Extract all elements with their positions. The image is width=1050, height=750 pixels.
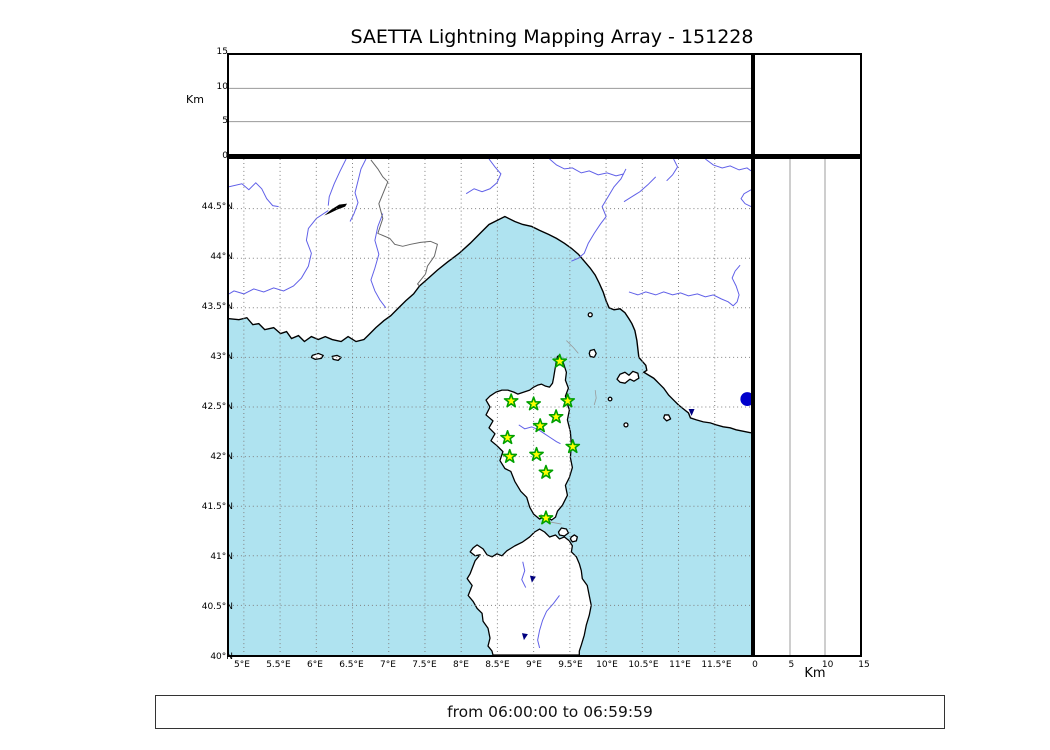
- separator-vertical: [751, 53, 755, 657]
- lat-tick-label: 42.5°N: [201, 402, 233, 412]
- lat-tick-label: 43.5°N: [201, 302, 233, 312]
- lon-tick-label: 6.5°E: [339, 660, 364, 670]
- islands: [310, 312, 672, 655]
- lat-tick-label: 43°N: [210, 352, 233, 362]
- river: [740, 189, 751, 208]
- alt-tick-label-right: 5: [788, 660, 795, 670]
- lat-tick-label: 44.5°N: [201, 202, 233, 212]
- altitude-unit-label-top: Km: [186, 93, 204, 106]
- river: [549, 159, 625, 177]
- lat-tick-label: 41.5°N: [201, 502, 233, 512]
- lon-tick-label: 9.5°E: [558, 660, 583, 670]
- lat-tick-label: 40.5°N: [201, 602, 233, 612]
- lon-tick-label: 7°E: [379, 660, 396, 670]
- city-circle-marker: [740, 392, 751, 407]
- lat-tick-label: 44°N: [210, 252, 233, 262]
- lon-tick-label: 5°E: [233, 660, 250, 670]
- giglio-island: [663, 414, 672, 422]
- elba-island: [616, 370, 640, 384]
- alt-tick-label-top: 10: [216, 81, 228, 92]
- altitude-lat-panel: [753, 157, 862, 657]
- lon-tick-label: 5.5°E: [266, 660, 291, 670]
- lon-tick-label: 10°E: [596, 660, 618, 670]
- river: [465, 159, 502, 195]
- river: [370, 213, 387, 309]
- river-arno: [628, 264, 741, 307]
- lon-tick-label: 7.5°E: [412, 660, 437, 670]
- minor-line: [593, 390, 597, 406]
- river: [229, 210, 329, 295]
- river: [349, 159, 367, 222]
- lat-tick-label: 41°N: [210, 552, 233, 562]
- time-range-caption: from 06:00:00 to 06:59:59: [155, 695, 945, 729]
- altitude-unit-label-right: Km: [804, 666, 826, 681]
- river: [229, 182, 279, 208]
- alt-tick-label-right: 0: [752, 660, 758, 670]
- lon-tick-label: 11.5°E: [701, 660, 732, 670]
- river-golo-corsica: [518, 424, 561, 445]
- corner-panel: [753, 53, 862, 157]
- map-canvas: [229, 159, 751, 655]
- lat-tick-label: 42°N: [210, 452, 233, 462]
- hyeres-islands: [310, 352, 342, 362]
- capraia-island: [588, 348, 597, 359]
- river: [571, 168, 627, 262]
- france-italy-border: [370, 159, 438, 287]
- lon-tick-label: 10.5°E: [628, 660, 659, 670]
- alt-tick-label-right: 15: [858, 660, 870, 670]
- figure-title: SAETTA Lightning Mapping Array - 151228: [350, 26, 754, 48]
- montecristo-island: [623, 422, 629, 428]
- alt-tick-label-right: 10: [821, 660, 834, 670]
- map-panel: [227, 157, 753, 657]
- alt-tick-label-top: 0: [222, 151, 228, 161]
- lon-tick-label: 9°E: [525, 660, 542, 670]
- graticule: [229, 159, 751, 655]
- river: [327, 159, 347, 206]
- lake-serre-poncon: [324, 203, 348, 216]
- altitude-lat-gridlines: [789, 159, 826, 655]
- river: [623, 176, 657, 203]
- gorgona-island: [587, 312, 593, 318]
- mainland-coastline: [229, 215, 751, 434]
- coast-marker: [688, 408, 695, 416]
- lon-tick-label: 6°E: [306, 660, 323, 670]
- river: [666, 159, 679, 182]
- minor-line: [566, 340, 579, 354]
- alt-tick-label-top: 15: [216, 47, 228, 57]
- lat-tick-label: 40°N: [210, 652, 233, 662]
- lon-altitude-gridlines: [229, 87, 751, 123]
- river: [521, 561, 527, 588]
- river: [537, 595, 560, 649]
- maddalena-islands: [557, 527, 578, 543]
- alt-tick-label-top: 5: [222, 116, 228, 127]
- sea-area: [229, 216, 751, 655]
- lon-altitude-panel: [227, 53, 753, 157]
- separator-horizontal: [227, 154, 862, 158]
- pianosa-island: [607, 396, 613, 402]
- lon-tick-label: 11°E: [669, 660, 691, 670]
- river: [705, 159, 751, 172]
- lon-tick-label: 8.5°E: [485, 660, 510, 670]
- rivers: [229, 159, 751, 649]
- lon-tick-label: 8°E: [452, 660, 469, 670]
- sardinia-island: [466, 528, 592, 655]
